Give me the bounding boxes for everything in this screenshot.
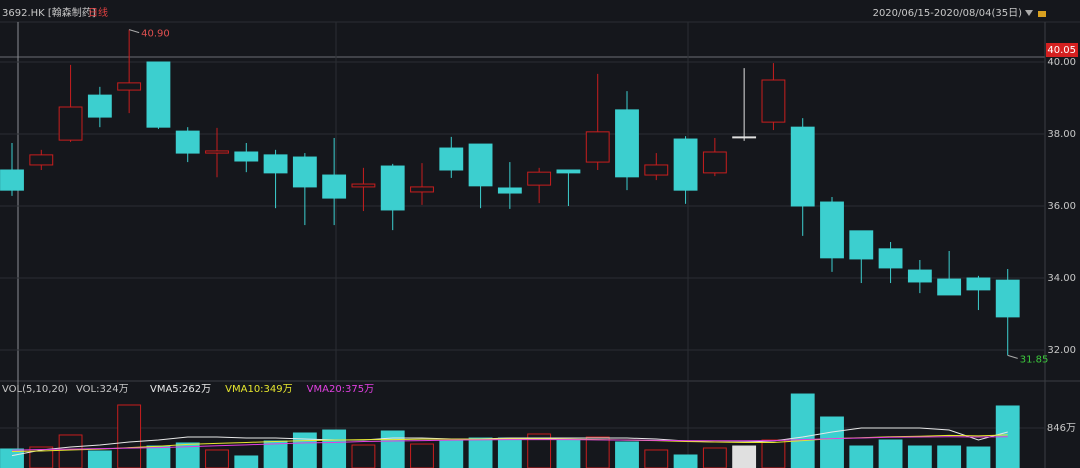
volume-bar: [820, 416, 844, 468]
candle-body: [966, 277, 991, 291]
price-tag: [1046, 43, 1078, 57]
candle-body: [995, 279, 1020, 318]
volume-bar: [849, 445, 874, 468]
annotation-label: 40.90: [141, 29, 170, 40]
volume-bar: [58, 434, 83, 468]
volume-current: VOL:324万: [76, 384, 129, 395]
volume-legend: VOL(5,10,20): [2, 384, 68, 395]
vma-line: [11, 427, 1008, 457]
period: 日线: [88, 6, 108, 19]
candle-body: [410, 186, 434, 193]
candle-body: [820, 201, 844, 259]
dropdown-icon[interactable]: [1025, 10, 1033, 16]
volume-bar: [205, 449, 229, 468]
candle-body: [205, 150, 229, 154]
candle-body: [175, 130, 200, 154]
volume-bar: [263, 440, 288, 468]
candle-body: [849, 230, 874, 260]
candle-body: [527, 171, 552, 186]
volume-bar: [966, 446, 991, 468]
candle-body: [644, 164, 669, 176]
candle-body: [380, 165, 405, 211]
volume-bar: [556, 439, 581, 468]
candle-body: [878, 248, 903, 269]
y-tick-label: 40.00: [1047, 57, 1076, 68]
chart-title: 3692.HK [翰森制药]: [2, 6, 96, 19]
candle-body: [439, 147, 464, 171]
candle-body: [673, 138, 698, 191]
volume-bar: [380, 430, 405, 468]
y-tick-label: 36.00: [1047, 201, 1076, 212]
candle-body: [146, 61, 171, 128]
annotation-pointer: [1007, 354, 1018, 359]
candle-body: [117, 82, 142, 91]
volume-bar: [0, 448, 24, 468]
y-tick-label: 846万: [1047, 423, 1076, 434]
volume-bar: [234, 455, 259, 468]
volume-bar: [439, 440, 464, 468]
candle-body: [292, 156, 317, 188]
lock-icon[interactable]: [1038, 11, 1046, 17]
candle-body: [761, 79, 786, 123]
volume-bar: [87, 450, 112, 468]
volume-bar: [937, 445, 962, 468]
volume-bar: [878, 439, 903, 468]
volume-bar: [790, 393, 815, 468]
y-tick-label: 32.00: [1047, 345, 1076, 356]
candle-body: [234, 151, 259, 162]
legend-label: VMA5:262万: [150, 384, 211, 395]
candle-body: [87, 94, 112, 118]
candle-body: [732, 136, 757, 139]
volume-bar: [732, 445, 757, 468]
candle-body: [790, 126, 815, 207]
volume-bar: [497, 437, 522, 468]
candle-body: [322, 174, 347, 199]
volume-bar: [644, 449, 669, 468]
y-tick-label: 34.00: [1047, 273, 1076, 284]
volume-bar: [351, 444, 376, 468]
volume-bar: [615, 441, 639, 468]
volume-bar: [117, 404, 142, 468]
candle-body: [556, 169, 581, 174]
legend-label: VMA10:349万: [225, 384, 293, 395]
candle-body: [468, 143, 493, 187]
candle-body: [585, 131, 610, 163]
volume-bar: [527, 433, 552, 468]
candle-body: [29, 154, 54, 166]
volume-bar: [146, 445, 171, 468]
candle-body: [907, 269, 932, 283]
volume-bar: [410, 443, 434, 468]
candle-body: [937, 278, 962, 296]
volume-bar: [322, 429, 347, 468]
vma-line: [11, 436, 1008, 451]
price-tag-label: 40.05: [1047, 45, 1076, 56]
volume-bar: [673, 454, 698, 468]
candle-body: [0, 169, 24, 191]
y-tick-label: 38.00: [1047, 129, 1076, 140]
volume-bar: [585, 436, 610, 468]
candle-body: [497, 187, 522, 194]
volume-bar: [175, 442, 200, 468]
candle-body: [58, 106, 83, 141]
volume-bar: [702, 447, 727, 468]
annotation-pointer: [128, 29, 140, 34]
legend-label: VMA20:375万: [307, 384, 375, 395]
volume-bar: [292, 432, 317, 468]
candle-body: [615, 109, 639, 178]
candle-body: [351, 183, 376, 188]
volume-bar: [907, 445, 932, 468]
volume-bar: [761, 439, 786, 468]
candle-body: [263, 154, 288, 174]
annotation-label: 31.85: [1020, 354, 1049, 365]
candle-body: [702, 151, 727, 174]
date-range[interactable]: 2020/06/15-2020/08/04(35日): [873, 8, 1023, 19]
volume-bar: [468, 437, 493, 468]
